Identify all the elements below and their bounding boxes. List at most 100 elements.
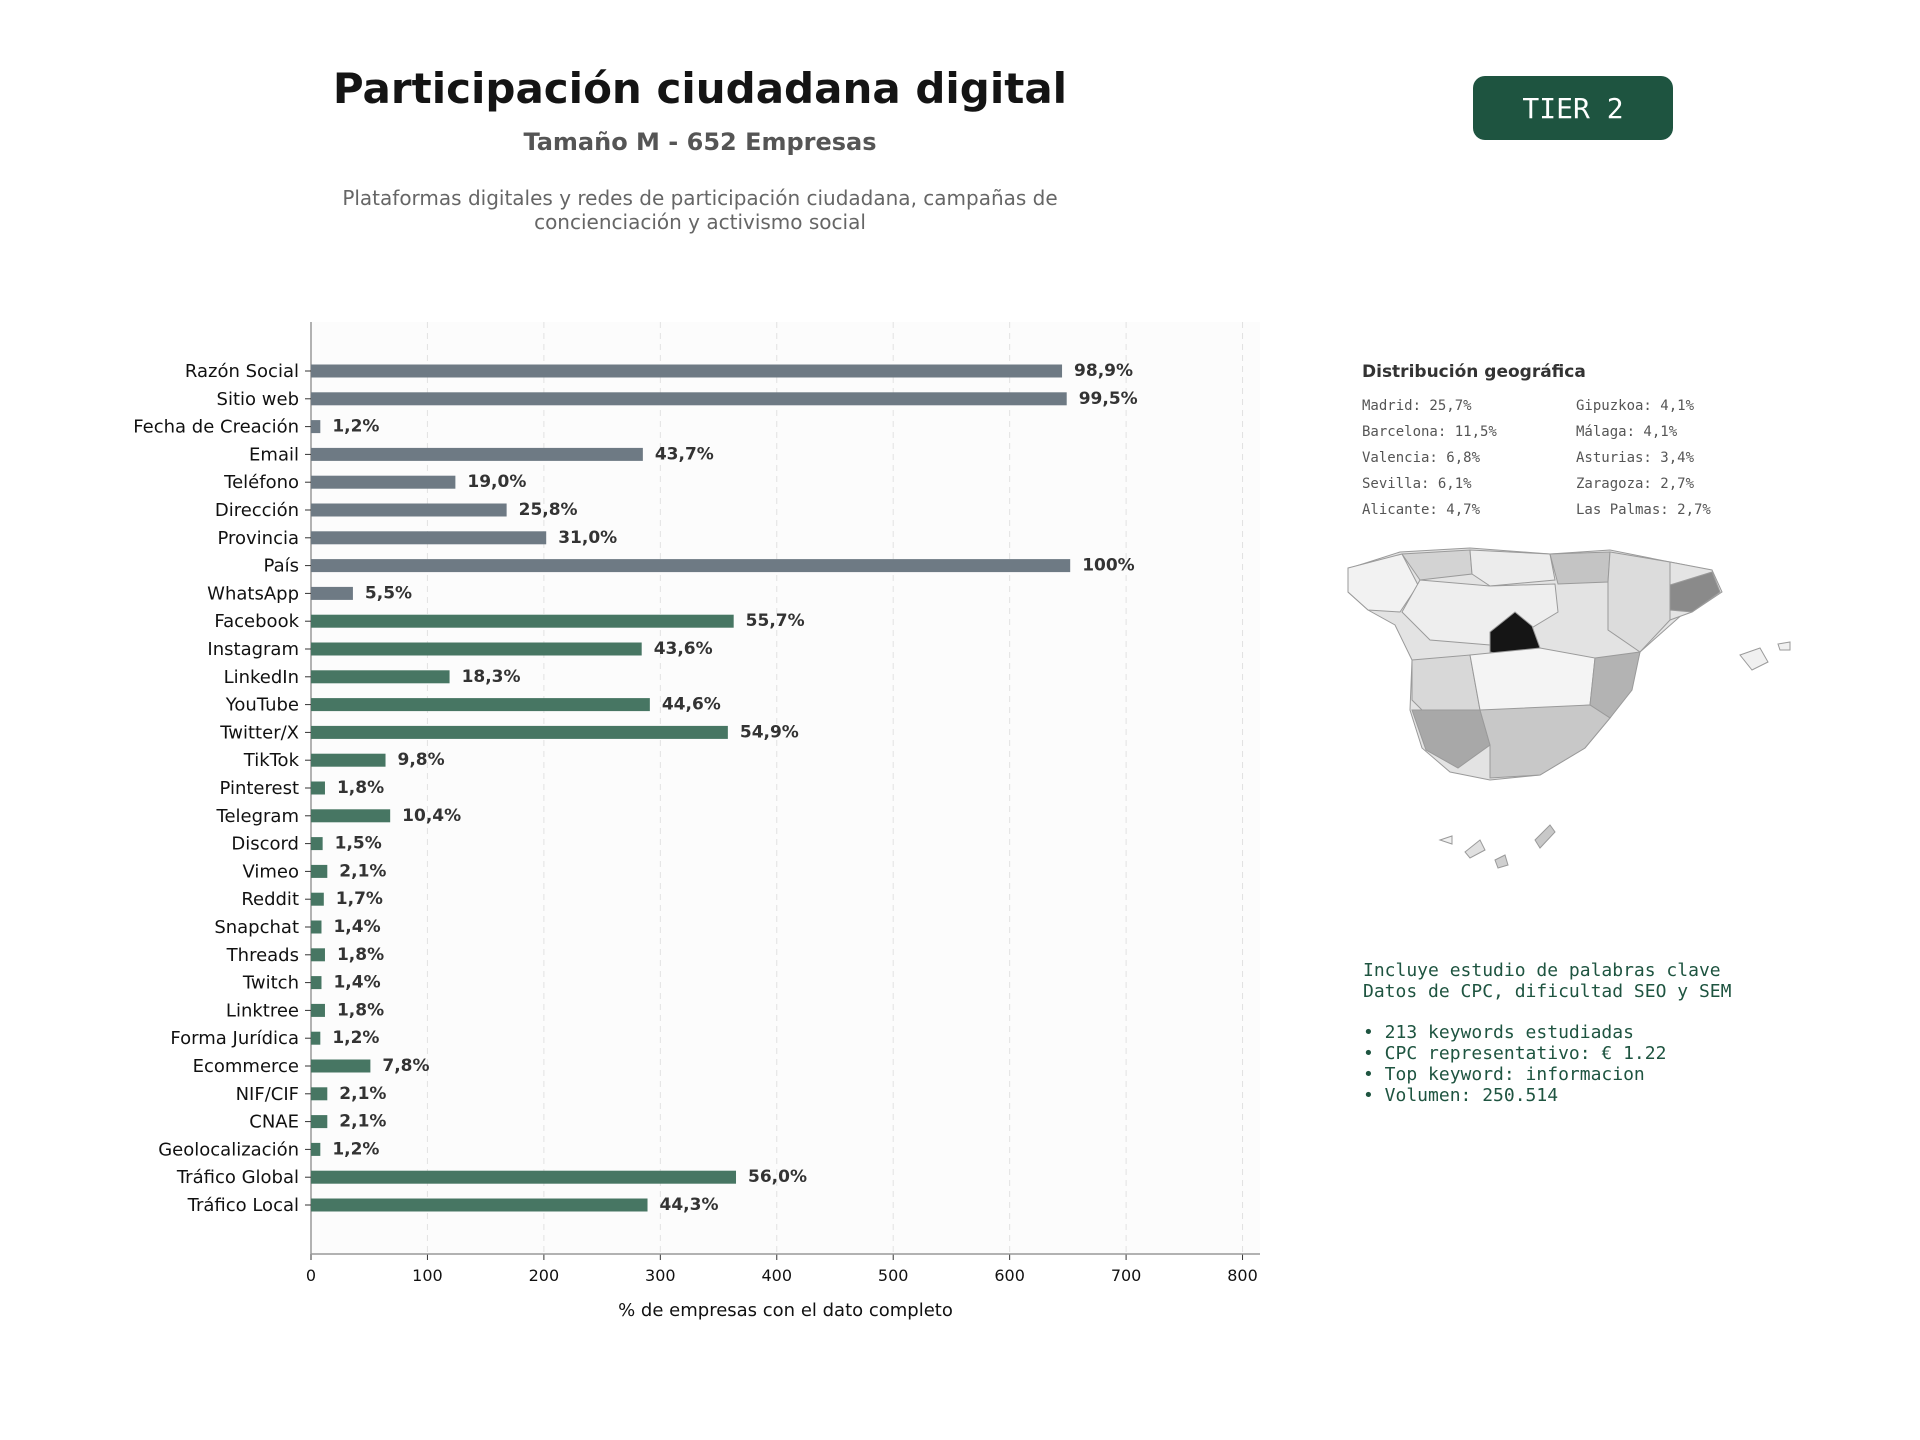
data-label: 7,8% — [382, 1056, 429, 1076]
bar — [311, 586, 353, 600]
data-label: 1,8% — [337, 1000, 384, 1020]
map-extremadura — [1411, 654, 1481, 719]
category-label: Razón Social — [185, 361, 299, 382]
description-line-1: Plataformas digitales y redes de partici… — [342, 186, 1058, 210]
data-label: 1,4% — [333, 973, 380, 993]
category-label: Threads — [226, 945, 299, 966]
category-label: Twitch — [242, 973, 299, 994]
bar — [311, 1115, 328, 1129]
bar — [311, 1170, 737, 1184]
bar — [311, 642, 642, 656]
x-tick-label: 600 — [994, 1266, 1025, 1285]
keywords-line-2: Datos de CPC, dificultad SEO y SEM — [1363, 981, 1732, 1002]
geo-item: Málaga: 4,1% — [1576, 424, 1678, 440]
geo-item: Sevilla: 6,1% — [1362, 476, 1472, 492]
data-label: 1,2% — [332, 1028, 379, 1048]
chart-description: Plataformas digitales y redes de partici… — [300, 186, 1100, 234]
map-canary-2 — [1464, 839, 1486, 859]
bar — [311, 948, 325, 962]
category-label: Reddit — [241, 889, 299, 910]
data-label: 1,7% — [336, 889, 383, 909]
map-north — [1469, 549, 1556, 587]
category-label: TikTok — [243, 750, 300, 771]
data-label: 5,5% — [365, 583, 412, 603]
tier-badge: TIER 2 — [1473, 76, 1673, 140]
geo-item: Barcelona: 11,5% — [1362, 424, 1497, 440]
category-label: Instagram — [207, 639, 299, 660]
x-tick-label: 100 — [412, 1266, 443, 1285]
bar — [311, 753, 386, 767]
bar — [311, 531, 547, 545]
geo-item: Valencia: 6,8% — [1362, 450, 1481, 466]
map-castilla-mancha — [1469, 647, 1596, 711]
category-label: WhatsApp — [207, 583, 299, 604]
data-label: 19,0% — [467, 472, 526, 492]
geo-title: Distribución geográfica — [1362, 362, 1586, 382]
bar — [311, 1059, 371, 1073]
category-label: Email — [249, 444, 299, 465]
bar — [311, 920, 322, 934]
x-tick-label: 300 — [645, 1266, 676, 1285]
category-label: Sitio web — [217, 389, 299, 410]
category-label: LinkedIn — [224, 667, 299, 688]
data-label: 43,6% — [654, 639, 713, 659]
data-label: 99,5% — [1079, 389, 1138, 409]
data-label: 9,8% — [398, 750, 445, 770]
keywords-bullet: • Volumen: 250.514 — [1363, 1085, 1559, 1106]
map-canary-4 — [1534, 824, 1556, 849]
data-label: 44,3% — [660, 1195, 719, 1215]
plot-area — [311, 322, 1260, 1254]
map-balearic-2 — [1777, 641, 1791, 651]
data-label: 44,6% — [662, 695, 721, 715]
bar — [311, 1087, 328, 1101]
category-label: Dirección — [215, 500, 299, 521]
category-label: Linktree — [226, 1000, 299, 1021]
category-label: Ecommerce — [193, 1056, 299, 1077]
category-label: Provincia — [217, 528, 299, 549]
geo-item: Madrid: 25,7% — [1362, 398, 1472, 414]
geo-item: Las Palmas: 2,7% — [1576, 502, 1711, 518]
category-label: CNAE — [249, 1112, 299, 1133]
map-canary-1 — [1438, 835, 1453, 845]
bar — [311, 475, 456, 489]
map-aragon — [1607, 551, 1671, 653]
data-label: 56,0% — [748, 1167, 807, 1187]
bar — [311, 892, 324, 906]
data-label: 43,7% — [655, 444, 714, 464]
category-label: Facebook — [214, 611, 299, 632]
bar — [311, 420, 321, 434]
x-tick-label: 400 — [761, 1266, 792, 1285]
description-line-2: concienciación y activismo social — [534, 210, 866, 234]
bar — [311, 1003, 325, 1017]
bar — [311, 392, 1067, 406]
chart-subtitle: Tamaño M - 652 Empresas — [523, 128, 877, 156]
category-label: Vimeo — [242, 861, 299, 882]
map-balearic — [1739, 647, 1769, 671]
data-label: 25,8% — [519, 500, 578, 520]
category-label: Pinterest — [219, 778, 299, 799]
bar — [311, 698, 650, 712]
data-label: 54,9% — [740, 722, 799, 742]
keywords-bullet: • Top keyword: informacion — [1363, 1064, 1645, 1085]
category-label: Telegram — [216, 806, 299, 827]
map-valencia — [1589, 651, 1641, 719]
geo-item: Asturias: 3,4% — [1576, 450, 1695, 466]
category-label: Tráfico Global — [176, 1167, 299, 1188]
map-basque — [1549, 551, 1611, 585]
keywords-box: Incluye estudio de palabras clave Datos … — [1363, 960, 1731, 1106]
bar — [311, 614, 734, 628]
data-label: 55,7% — [746, 611, 805, 631]
data-label: 98,9% — [1074, 361, 1133, 381]
data-label: 2,1% — [339, 1112, 386, 1132]
keywords-bullet: • CPC representativo: € 1.22 — [1363, 1043, 1667, 1064]
bar — [311, 559, 1071, 573]
category-label: Tráfico Local — [187, 1195, 299, 1216]
x-tick-label: 0 — [306, 1266, 316, 1285]
bar — [311, 725, 728, 739]
geo-item: Gipuzkoa: 4,1% — [1576, 398, 1695, 414]
x-tick-label: 500 — [878, 1266, 909, 1285]
data-label: 10,4% — [402, 806, 461, 826]
data-label: 1,2% — [332, 1139, 379, 1159]
bar — [311, 809, 391, 823]
map-canary-3 — [1494, 854, 1509, 869]
